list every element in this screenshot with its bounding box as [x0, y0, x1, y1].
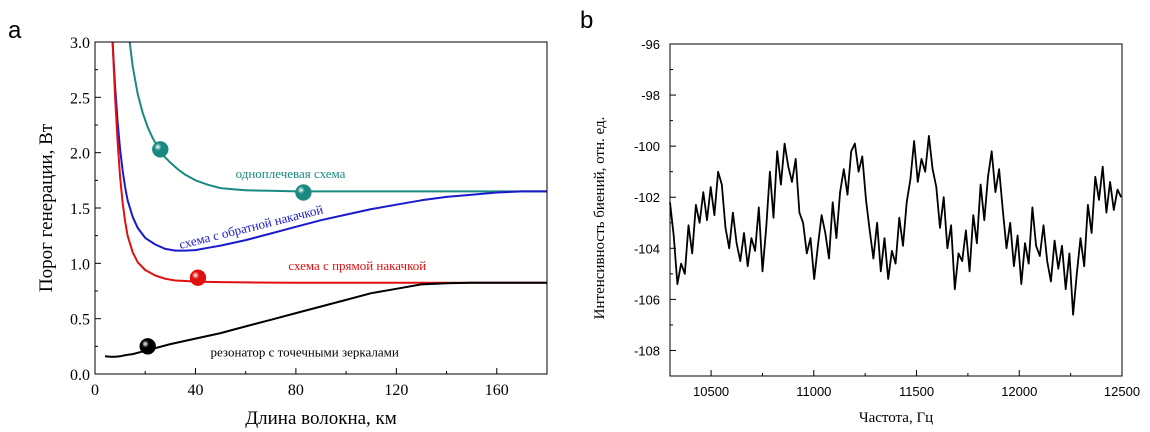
a-annotation-1: схема с обратной накачкой	[177, 202, 324, 252]
a-annotation-2: схема с прямой накачкой	[288, 258, 426, 273]
a-ytick-label: 1.5	[70, 201, 90, 218]
b-xtick-label: 11500	[899, 384, 934, 399]
a-ytick-label: 1.0	[70, 256, 90, 273]
a-ytick-label: 2.5	[70, 90, 90, 107]
panel-a-frame	[94, 41, 548, 375]
b-xtick-label: 12500	[1104, 384, 1140, 399]
a-xtick-label: 0	[91, 382, 99, 399]
a-marker-3-0	[139, 338, 156, 355]
a-xtick-label: 40	[187, 382, 203, 399]
a-marker-2-0	[189, 269, 207, 286]
b-ytick-label: -106	[634, 292, 660, 307]
b-ytick-label: -102	[634, 190, 660, 205]
b-xtick-label: 10500	[693, 384, 729, 399]
panel-b-xlabel: Частота, Гц	[859, 410, 933, 426]
b-xtick-label: 11000	[796, 384, 831, 399]
b-series-line	[669, 135, 1123, 316]
a-ytick-label: 2.0	[70, 146, 90, 163]
a-series-line-3	[104, 281, 547, 358]
a-ytick-label: 3.0	[70, 35, 90, 52]
b-ytick-label: -108	[634, 343, 660, 358]
a-xtick-label: 160	[485, 382, 509, 399]
a-series-line-0	[128, 42, 547, 193]
panel-b: b 10500 11000 11500 12000 12500 -96 -98 -100 -10…	[580, 7, 1140, 426]
a-ytick-label: 0.0	[70, 367, 90, 384]
a-series-line-2	[111, 42, 547, 284]
panel-b-label: b	[580, 7, 593, 34]
panel-a-label: a	[8, 17, 22, 44]
b-ytick-label: -100	[634, 139, 660, 154]
panel-b-frame	[669, 43, 1123, 377]
b-ytick-label: -104	[634, 241, 660, 256]
a-ytick-label: 0.5	[70, 312, 90, 329]
b-ytick-label: -96	[641, 37, 660, 52]
a-annotation-0: одноплечевая схема	[236, 166, 346, 181]
b-ytick-label: -98	[641, 88, 660, 103]
a-marker-0-0	[152, 141, 169, 158]
b-xtick-label: 12000	[1001, 384, 1037, 399]
a-xtick-label: 120	[384, 382, 408, 399]
panel-a-xlabel: Длина волокна, км	[245, 408, 397, 429]
panel-a: a 0 40 80 120 160 0.0 0.5 1.0 1.5 2.0 2.5 3.0 однопл…	[8, 17, 548, 429]
panel-a-ylabel: Порог генерации, Вт	[36, 123, 57, 292]
a-series-line-1	[111, 42, 547, 252]
a-xtick-label: 80	[288, 382, 304, 399]
panel-b-ylabel: Интенсивность биений, отн. ед.	[592, 117, 608, 320]
a-marker-0-1	[295, 184, 312, 201]
a-annotation-3: резонатор с точечными зеркалами	[211, 344, 399, 359]
